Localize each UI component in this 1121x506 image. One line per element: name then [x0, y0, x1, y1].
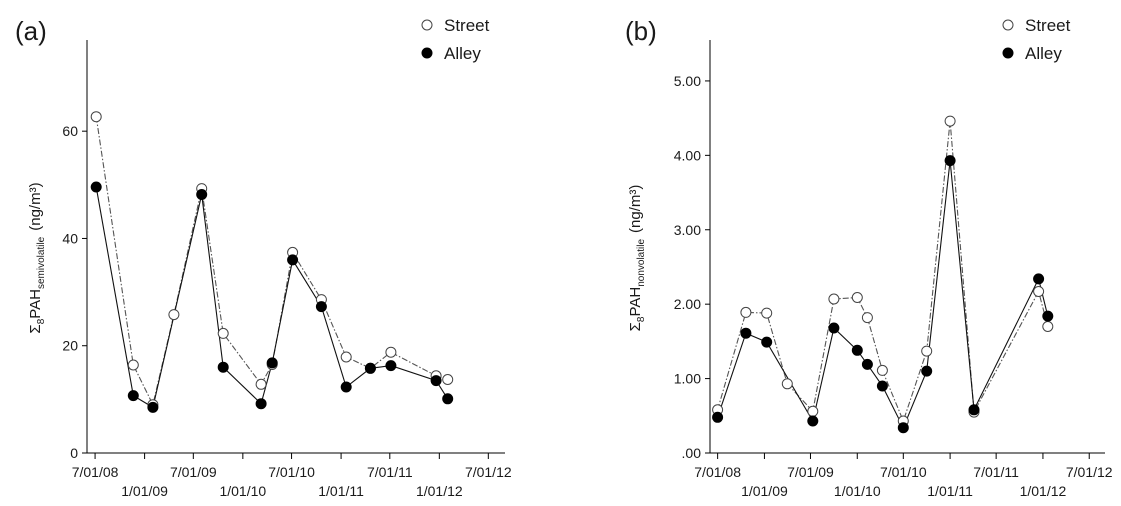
panel-b-street-point: [828, 293, 840, 305]
panel-a-chart: (a) Σ8PAHsemivolatile(ng/m³) Street Alle…: [15, 16, 512, 499]
panel-b-y-tick-label: .00: [682, 445, 702, 461]
panel-b-x-tick-label: 7/01/12: [1066, 464, 1113, 480]
panel-a-x-tick-label: 1/01/10: [219, 483, 266, 499]
panel-b-label: (b): [625, 16, 657, 46]
legend-street-marker: [421, 19, 433, 31]
panel-a-street-point: [217, 327, 229, 339]
legend-alley-marker: [1002, 47, 1014, 59]
panel-b-street-point: [876, 364, 888, 376]
panel-b-alley-point: [876, 380, 888, 392]
panel-b-street-point: [740, 306, 752, 318]
panel-b-alley-point: [828, 322, 840, 334]
panel-b-alley-point: [807, 415, 819, 427]
panel-a-alley-point: [287, 254, 299, 266]
panel-b-x-tick-label: 7/01/10: [880, 464, 927, 480]
panel-b-chart: (b) Σ8PAHnonvolatile(ng/m³) Street Alley…: [625, 16, 1113, 499]
panel-a-legend: Street Alley: [421, 16, 490, 63]
panel-a-y-tick-label: 0: [70, 445, 78, 461]
panel-a-alley-point: [217, 361, 229, 373]
legend-street-label: Street: [444, 16, 490, 35]
panel-b-x-tick-label: 7/01/09: [787, 464, 834, 480]
panel-b-y-axis-label: Σ8PAHnonvolatile(ng/m³): [627, 185, 647, 332]
panel-a-alley-point: [147, 401, 159, 413]
panel-b-alley-point: [968, 404, 980, 416]
panel-a-x-tick-label: 7/01/11: [367, 464, 413, 480]
panel-b-x-tick-label: 7/01/11: [973, 464, 1019, 480]
panel-a-x-tick-label: 7/01/08: [72, 464, 119, 480]
panel-b-alley-point: [851, 344, 863, 356]
panel-a-x-tick-label: 7/01/09: [170, 464, 217, 480]
panel-a-x-tick-label: 1/01/11: [318, 483, 364, 499]
panel-b-y-tick-label: 5.00: [674, 73, 701, 89]
panel-a-street-point: [385, 346, 397, 358]
panel-a-alley-point: [315, 301, 327, 313]
panel-b-street-point: [851, 292, 863, 303]
panel-a-x-tick-label: 7/01/10: [268, 464, 315, 480]
panel-a-label: (a): [15, 16, 47, 46]
panel-b-alley-point: [1033, 273, 1045, 285]
panel-a-alley-point: [340, 381, 352, 393]
panel-a-x-tick-label: 1/01/09: [121, 483, 168, 499]
panel-a-street-point: [90, 111, 102, 123]
panel-a-street-point: [168, 309, 180, 321]
panel-b-series-alley-line: [717, 160, 1049, 430]
panel-a-street-point: [340, 351, 352, 363]
panel-b-street-point: [921, 345, 933, 357]
panel-a-y-axis-label: Σ8PAHsemivolatile(ng/m³): [27, 182, 47, 333]
panel-b-alley-point: [1042, 310, 1054, 322]
panel-b-street-point: [944, 115, 956, 127]
panel-b-y-tick-label: 4.00: [674, 147, 701, 163]
legend-alley-label: Alley: [444, 44, 481, 63]
panel-b-street-point: [761, 307, 773, 319]
panel-b-alley-point: [740, 327, 752, 339]
legend-alley-label: Alley: [1025, 44, 1062, 63]
panel-a-y-tick-label: 60: [62, 123, 78, 139]
panel-a-street-point: [442, 374, 454, 385]
panel-b-street-point: [1033, 286, 1045, 297]
panel-a-street-point: [127, 359, 139, 371]
panel-b-street-point: [781, 378, 793, 390]
panel-b-y-tick-label: 1.00: [674, 371, 701, 387]
panel-b-alley-point: [921, 365, 933, 377]
panel-a-x-tick-label: 1/01/12: [416, 483, 463, 499]
panel-a-street-point: [255, 378, 267, 390]
panel-a-alley-point: [266, 357, 278, 369]
panel-b-y-tick-label: 2.00: [674, 296, 701, 312]
panel-b-x-tick-label: 1/01/11: [927, 483, 973, 499]
panel-b-series-street-line: [717, 121, 1049, 423]
panel-b-street-point: [861, 312, 873, 324]
panel-b-x-tick-label: 1/01/12: [1020, 483, 1067, 499]
panel-b-street-point: [807, 405, 819, 417]
panel-a-alley-point: [385, 360, 397, 372]
panel-b-y-tick-label: 3.00: [674, 222, 701, 238]
panel-a-x-tick-label: 7/01/12: [465, 464, 512, 480]
panel-b-legend: Street Alley: [1002, 16, 1071, 63]
panel-a-alley-point: [364, 362, 376, 374]
panel-b-alley-point: [944, 155, 956, 167]
panel-b-alley-point: [897, 422, 909, 434]
panel-a-y-tick-label: 20: [62, 338, 78, 354]
panel-b-alley-point: [761, 336, 773, 348]
panel-a-alley-point: [255, 398, 267, 410]
legend-alley-marker: [421, 47, 433, 59]
panel-b-alley-point: [712, 411, 724, 423]
panel-b-alley-point: [861, 358, 873, 370]
panel-b-x-tick-label: 1/01/10: [834, 483, 881, 499]
panel-a-alley-point: [196, 189, 208, 200]
legend-street-label: Street: [1025, 16, 1071, 35]
panel-a-series-alley-line: [95, 186, 449, 409]
legend-street-marker: [1002, 19, 1014, 31]
panel-a-alley-point: [127, 390, 139, 402]
panel-b-street-point: [1042, 321, 1054, 332]
panel-a-alley-point: [90, 181, 102, 193]
panel-a-y-tick-label: 40: [62, 230, 78, 246]
panel-a-alley-point: [430, 375, 442, 387]
panel-b-x-tick-label: 1/01/09: [741, 483, 788, 499]
panel-b-x-tick-label: 7/01/08: [694, 464, 741, 480]
panel-a-alley-point: [442, 393, 454, 405]
